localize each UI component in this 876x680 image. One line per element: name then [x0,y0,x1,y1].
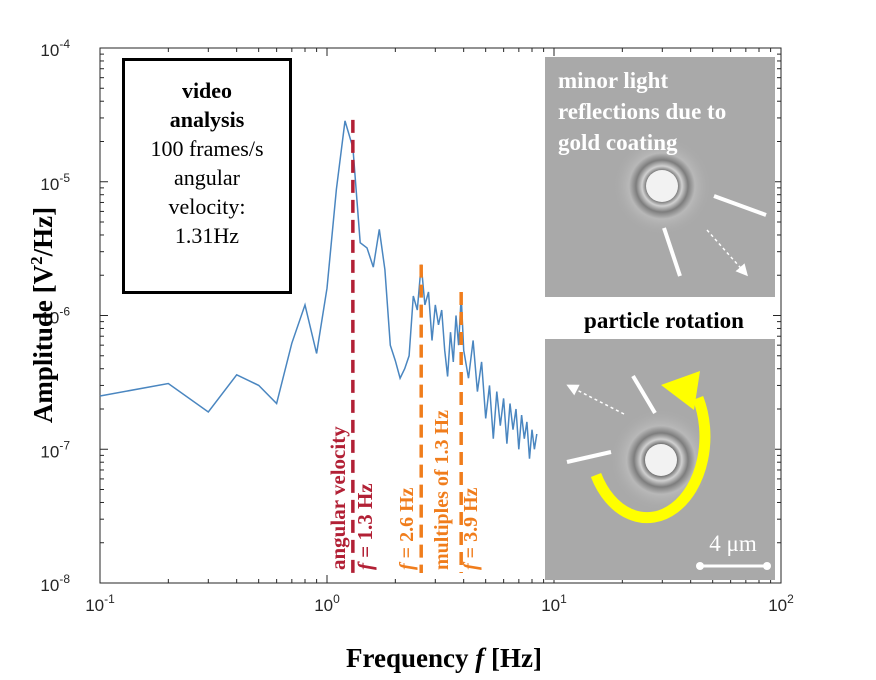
y-axis-title: Amplitude [V2/Hz] [27,207,58,423]
x-tick-label: 100 [314,592,340,615]
x-tick-label: 102 [768,592,794,615]
y-tick-label: 10-5 [40,171,70,194]
marker-label: multiples of 1.3 Hz [431,410,453,570]
top-caption-line2: reflections due to [558,99,726,124]
x-tick-label: 10-1 [85,592,115,615]
y-tick-label: 10-6 [40,305,70,328]
top-caption-line1: minor light [558,68,668,93]
x-axis-title: Frequency f [Hz] [346,643,542,673]
inset-image-bottom: 4 μm [545,339,775,580]
x-axis-title-b: [Hz] [484,643,542,673]
scalebar-label: 4 μm [709,531,757,556]
infobox-line5: velocity: [168,194,246,219]
particle-rotation-caption: particle rotation [584,308,744,333]
axis-ticks: 10-1 100 101 102 10-8 10-7 10-6 10-5 10-4 [40,37,794,615]
data-layer [99,120,538,459]
top-caption-line3: gold coating [558,130,678,155]
infobox-line6: 1.31Hz [174,223,240,248]
marker-label: angular velocity [326,426,350,570]
infobox-line3: 100 frames/s [150,136,264,161]
series-line [99,120,538,459]
marker-layer: angular velocity f = 1.3 Hz f = 2.6 Hz mult… [326,119,482,573]
infobox-line2: analysis [169,107,245,132]
marker-label: f = 3.9 Hz [460,487,482,570]
infobox-line4: angular [174,165,240,190]
video-analysis-box: video analysis 100 frames/s angular velo… [122,58,292,294]
y-axis-title-a: Amplitude [V [28,264,58,423]
inset-image-top: minor light reflections due to gold coat… [545,57,775,297]
marker-label: f = 2.6 Hz [396,487,418,570]
infobox-line1: video [181,78,233,103]
x-tick-label: 101 [541,592,567,615]
y-tick-label: 10-7 [40,438,70,461]
y-tick-label: 10-8 [40,572,70,595]
y-axis-title-sup: 2 [27,256,46,265]
y-axis-title-b: /Hz] [28,207,58,257]
marker-label: f = 1.3 Hz [353,483,377,570]
x-axis-title-a: Frequency [346,643,475,673]
y-tick-label: 10-4 [40,37,70,60]
